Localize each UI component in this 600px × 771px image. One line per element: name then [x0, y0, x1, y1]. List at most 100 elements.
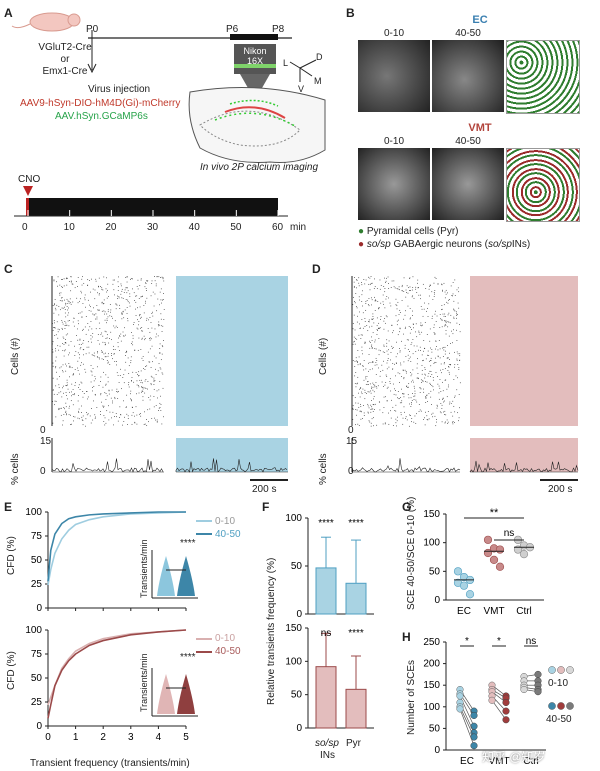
spike	[399, 327, 401, 329]
spike	[420, 294, 421, 296]
spike	[410, 402, 412, 403]
spike	[396, 420, 398, 422]
spike	[434, 361, 436, 363]
spike	[57, 345, 59, 347]
spike	[117, 391, 119, 393]
spike	[133, 292, 135, 294]
spike	[360, 406, 362, 408]
spike	[142, 399, 144, 401]
spike	[444, 291, 446, 293]
spike	[52, 341, 54, 343]
spike	[445, 414, 447, 416]
spike	[126, 292, 128, 294]
spike	[132, 288, 133, 290]
e-xtick-label: 5	[183, 732, 189, 743]
spike	[66, 324, 68, 326]
spike	[427, 411, 429, 412]
spike	[368, 370, 369, 372]
spike	[367, 411, 369, 413]
spike	[363, 415, 365, 416]
spike	[64, 328, 66, 329]
spike	[431, 413, 433, 415]
spike	[63, 350, 65, 352]
spike	[426, 415, 428, 417]
spike	[447, 423, 449, 424]
spike	[54, 326, 55, 328]
spike	[146, 297, 148, 299]
spike	[152, 291, 154, 293]
spike	[84, 294, 86, 296]
spike	[446, 357, 448, 359]
spike	[388, 423, 390, 425]
spike	[392, 406, 394, 408]
spike	[445, 324, 447, 326]
spike	[123, 335, 125, 337]
e-top-ylabel: CFD (%)	[6, 536, 17, 575]
spike	[372, 386, 374, 388]
spike	[365, 301, 367, 303]
spike	[134, 349, 135, 351]
spike	[410, 375, 412, 377]
spike	[156, 310, 158, 312]
spike	[61, 300, 63, 302]
spike	[454, 364, 456, 366]
spike	[122, 311, 124, 313]
spike	[60, 292, 62, 294]
spike	[354, 340, 355, 342]
spike	[410, 406, 412, 407]
spike	[362, 366, 364, 367]
spike	[157, 397, 158, 399]
spike	[69, 298, 71, 300]
spike	[421, 381, 422, 383]
spike	[63, 344, 65, 345]
spike	[153, 379, 155, 381]
spike	[427, 419, 429, 421]
spike	[357, 315, 358, 317]
spike	[114, 349, 116, 350]
spike	[66, 382, 68, 384]
spike	[382, 369, 384, 371]
vmt-cell-map	[506, 148, 580, 222]
spike	[62, 328, 63, 330]
spike	[126, 276, 128, 278]
spike	[81, 416, 83, 418]
spike	[373, 288, 375, 290]
spike	[412, 287, 414, 288]
spike	[458, 291, 460, 293]
spike	[91, 408, 93, 409]
spike	[458, 417, 460, 419]
spike	[77, 370, 79, 371]
spike	[86, 414, 88, 416]
spike	[163, 293, 164, 294]
spike	[109, 304, 111, 305]
spike	[402, 369, 404, 371]
spike	[396, 305, 398, 307]
spike	[124, 327, 126, 329]
spike	[128, 384, 129, 386]
spike	[65, 412, 67, 413]
spike	[103, 276, 105, 278]
spike	[435, 372, 437, 374]
spike	[436, 404, 438, 406]
spike	[75, 281, 77, 282]
spike	[441, 309, 443, 311]
c-raster-post	[175, 276, 288, 473]
spike	[67, 388, 69, 390]
g-sig-2: ns	[504, 528, 515, 539]
f-ytick-label: 0	[296, 609, 302, 620]
spike	[77, 339, 79, 341]
spike	[159, 407, 161, 408]
spike	[65, 342, 67, 344]
spike	[65, 410, 67, 412]
spike	[141, 338, 143, 340]
spike	[395, 422, 397, 424]
spike	[140, 317, 141, 319]
spike	[408, 358, 410, 360]
spike	[106, 337, 108, 339]
spike	[107, 355, 109, 357]
spike	[456, 358, 458, 360]
spike	[367, 330, 369, 332]
spike	[61, 286, 63, 288]
spike	[65, 392, 67, 393]
h-point-post	[534, 688, 542, 696]
